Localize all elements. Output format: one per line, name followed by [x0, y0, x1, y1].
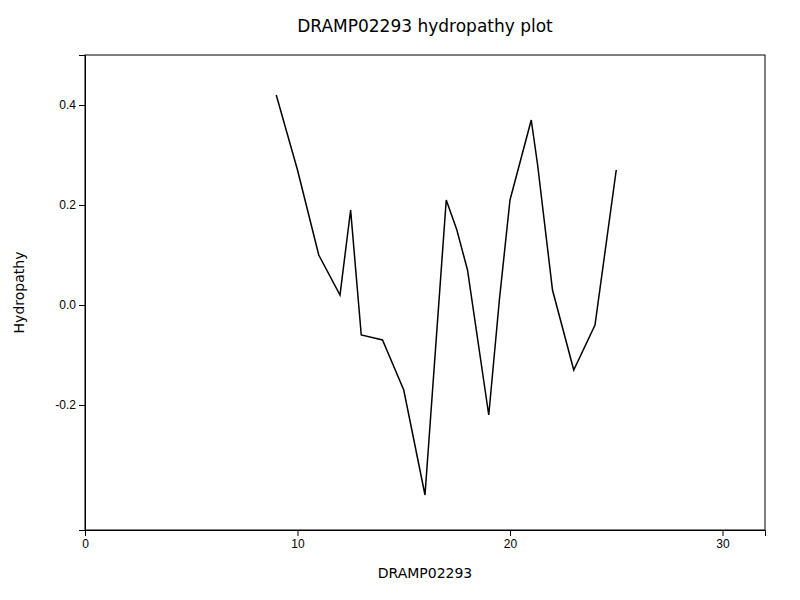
tick: -0.2: [55, 398, 85, 412]
line: [276, 95, 616, 495]
tick-mark: [298, 530, 299, 536]
marks: [276, 95, 616, 495]
chart: 0 10 20 30 -0.2 0.0 0.2 0.4 DRAMP02293 hydropath…: [0, 0, 800, 600]
y-axis-title: Hydropathy: [11, 252, 27, 334]
tick: 10: [291, 530, 305, 551]
tick: 0.4: [59, 98, 85, 112]
tick-label: -0.2: [55, 398, 76, 412]
tick: 0.0: [59, 298, 85, 312]
tick-label: 0: [82, 537, 89, 551]
plot: 0 10 20 30 -0.2 0.0 0.2 0.4: [55, 55, 765, 551]
tick-label: 0.0: [59, 298, 76, 312]
tick-mark: [510, 530, 511, 536]
tick-label: 20: [504, 537, 518, 551]
x-axis-title: DRAMP02293: [378, 565, 473, 581]
tick-label: 0.2: [59, 198, 76, 212]
tick: 0.2: [59, 198, 85, 212]
tick-mark: [79, 305, 85, 306]
tick: 0: [82, 530, 89, 551]
y-axis: -0.2 0.0 0.2 0.4: [55, 56, 85, 531]
x-axis: 0 10 20 30: [82, 530, 765, 551]
tick: 30: [716, 530, 730, 551]
tick-label: 0.4: [59, 98, 76, 112]
tick-mark: [79, 405, 85, 406]
title: DRAMP02293 hydropathy plot: [297, 16, 553, 36]
tick-label: 10: [291, 537, 305, 551]
tick-label: 30: [716, 537, 730, 551]
tick-mark: [79, 205, 85, 206]
tick-mark: [79, 105, 85, 106]
tick: 20: [504, 530, 518, 551]
tick-mark: [723, 530, 724, 536]
axis-line: [86, 531, 766, 537]
plot-frame: [85, 55, 765, 530]
axis-line: [79, 56, 86, 531]
